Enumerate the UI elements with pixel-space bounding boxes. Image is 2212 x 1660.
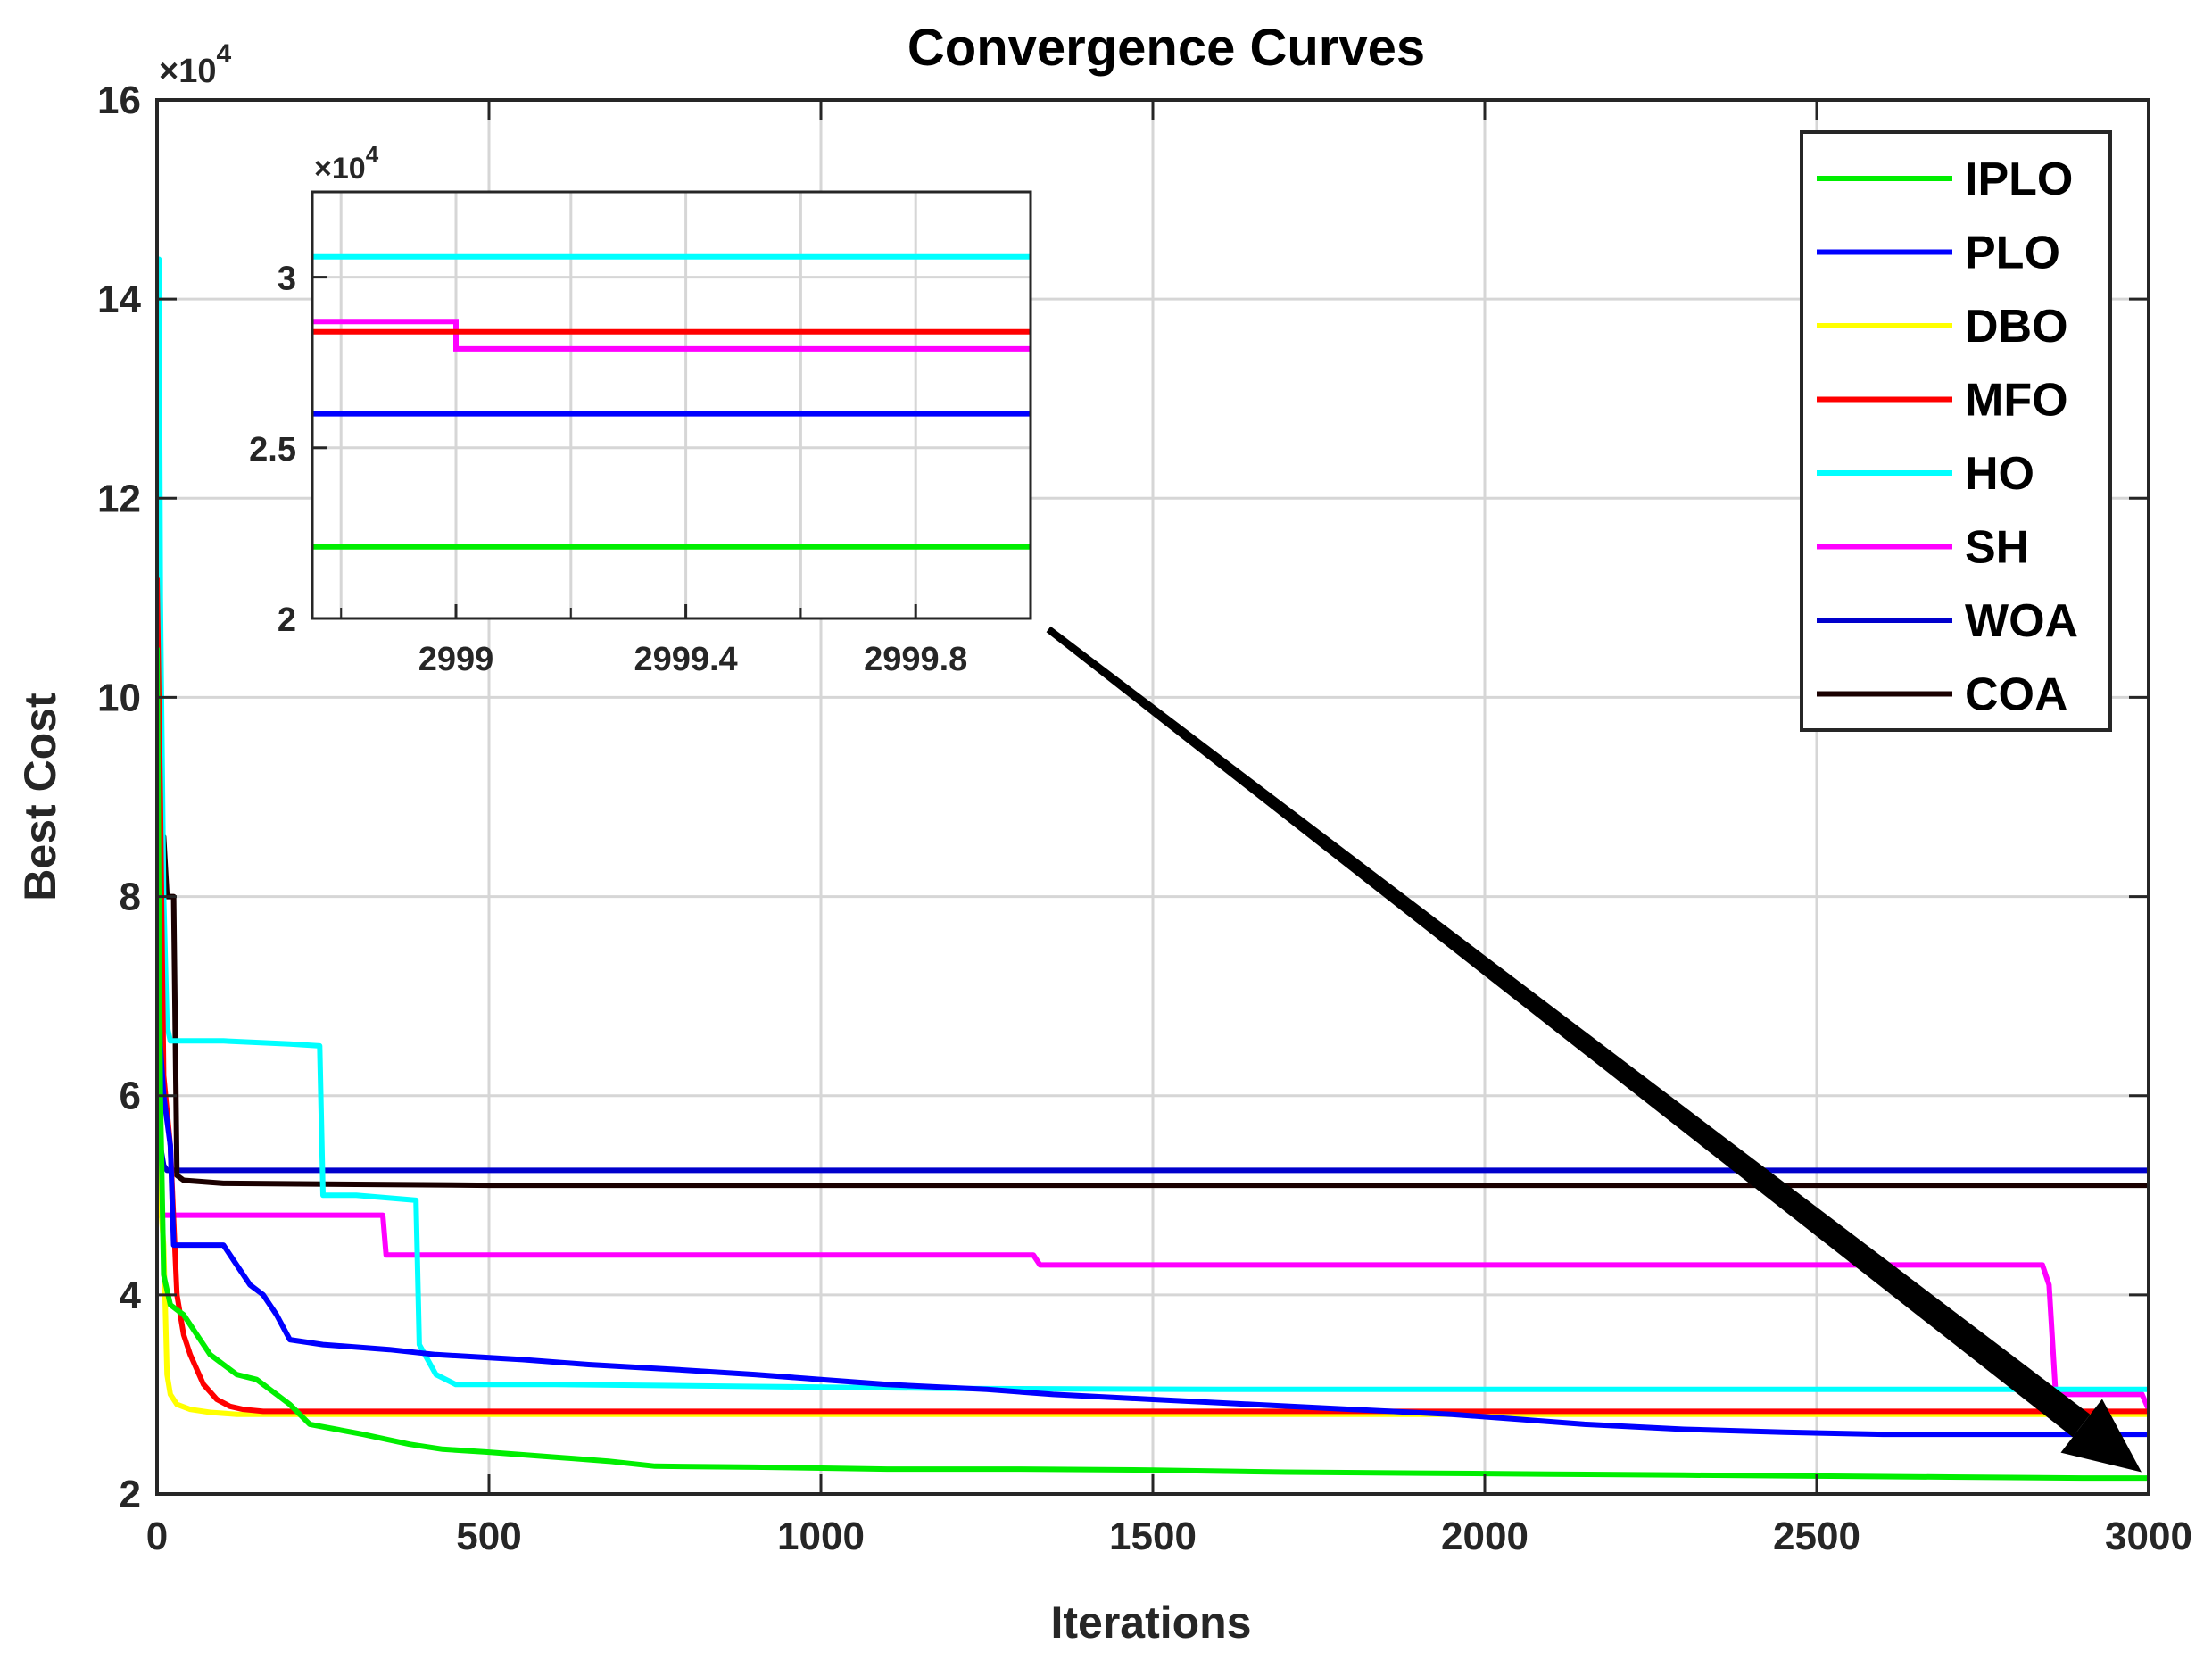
x-tick-label: 0	[146, 1515, 168, 1558]
series-line-iplo	[157, 647, 2149, 1482]
inset-y-exponent-label: ×104	[314, 141, 379, 186]
legend-label-sh: SH	[1965, 522, 2029, 574]
legend-label-ho: HO	[1965, 448, 2034, 500]
y-tick-label: 8	[120, 876, 141, 919]
inset-x-tick-label: 2999.4	[634, 641, 737, 678]
inset-series-line-sh	[312, 319, 1031, 352]
legend-box	[1800, 130, 2112, 732]
inset-series-group	[312, 253, 1031, 550]
y-tick-label: 12	[97, 477, 141, 520]
inset-y-tick-label: 2	[278, 602, 296, 639]
inset-x-tick-label: 2999	[418, 641, 494, 678]
x-tick-label: 2500	[1773, 1515, 1860, 1558]
legend-label-dbo: DBO	[1965, 301, 2068, 353]
y-tick-label: 4	[120, 1274, 142, 1317]
inset-frame	[311, 190, 1032, 620]
zoom-arrow	[1046, 626, 2142, 1473]
arrow-shaft	[1046, 626, 2091, 1438]
legend-label-mfo: MFO	[1965, 375, 2068, 427]
inset-y-tick-label: 3	[278, 261, 296, 298]
series-line-ho	[157, 256, 2149, 1392]
legend-label-iplo: IPLO	[1965, 154, 2073, 205]
series-line-plo	[157, 946, 2149, 1438]
legend-label-woa: WOA	[1965, 595, 2078, 647]
x-tick-label: 1000	[777, 1515, 865, 1558]
inset-x-tick-label: 2999.8	[864, 641, 967, 678]
main-series-group	[157, 256, 2149, 1482]
y-exponent-base: ×10	[159, 53, 216, 90]
x-tick-label: 1500	[1109, 1515, 1197, 1558]
legend-label-coa: COA	[1965, 669, 2068, 721]
legend: IPLO PLO DBO MFO HO SH WOA COA	[1800, 130, 2112, 732]
main-ticks: 0 500 1000 1500 2000 2500 3000 2 4 6 8 10 12 14 16	[97, 79, 2192, 1558]
arrow-head	[2060, 1399, 2142, 1473]
x-axis-label: Iterations	[1050, 1598, 1251, 1648]
legend-label-plo: PLO	[1965, 228, 2060, 279]
inset-y-exponent-base: ×10	[314, 152, 366, 186]
y-axis-label: Best Cost	[15, 693, 65, 901]
x-tick-label: 3000	[2105, 1515, 2192, 1558]
y-tick-label: 16	[97, 79, 141, 122]
y-tick-label: 10	[97, 676, 141, 719]
y-tick-label: 2	[120, 1473, 141, 1516]
y-tick-label: 14	[97, 278, 141, 321]
y-exponent-label: ×104	[159, 39, 231, 90]
inset-ticks: 2999 2999.4 2999.8 2 2.5 3	[249, 261, 967, 678]
inset-y-tick-label: 2.5	[249, 431, 296, 469]
y-exponent-power: 4	[216, 39, 231, 69]
x-tick-label: 500	[456, 1515, 521, 1558]
chart-title: Convergence Curves	[907, 19, 1425, 77]
inset-y-exponent-power: 4	[366, 141, 379, 168]
x-tick-label: 2000	[1441, 1515, 1529, 1558]
y-tick-label: 6	[120, 1075, 141, 1118]
series-line-dbo	[157, 1155, 2149, 1417]
